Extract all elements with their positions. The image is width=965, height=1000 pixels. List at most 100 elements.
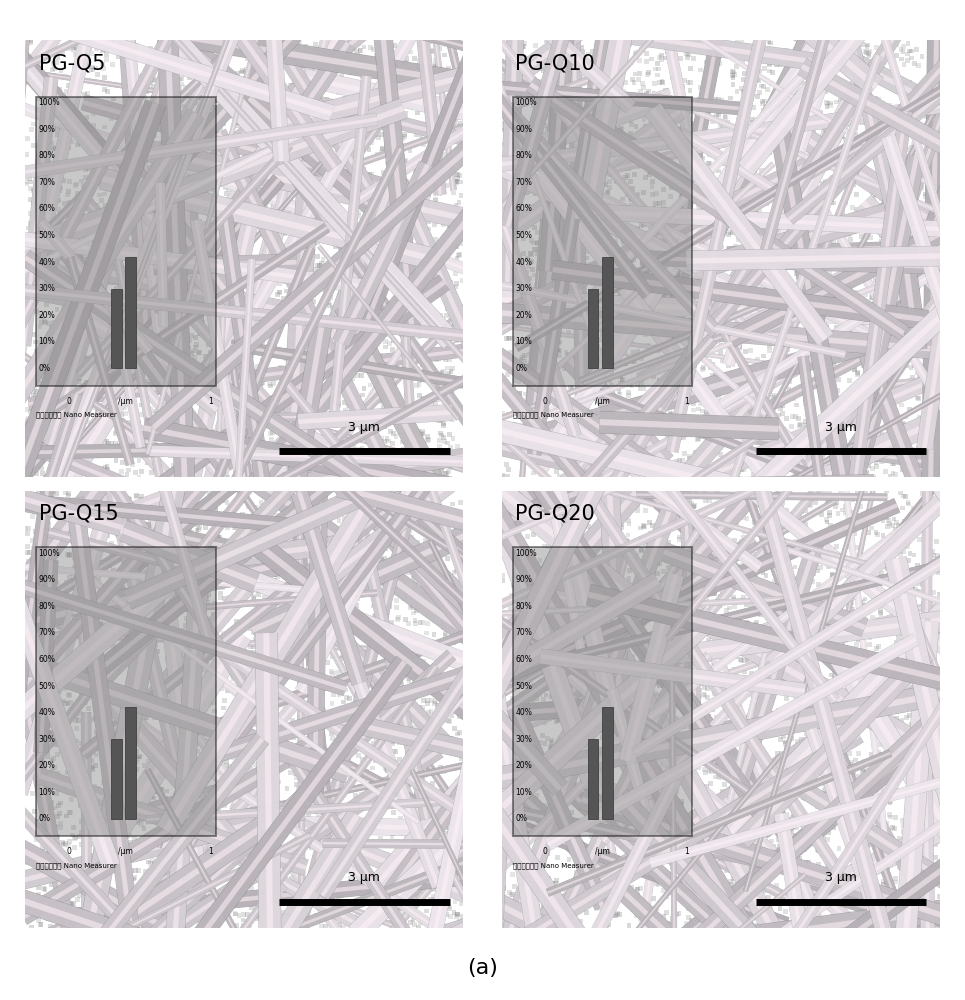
Point [296, 329, 312, 345]
Point [270, 362, 286, 378]
Point [152, 417, 167, 433]
Point [201, 496, 216, 512]
Point [302, 446, 317, 462]
Point [362, 564, 377, 580]
Point [248, 795, 263, 811]
Text: 0: 0 [543, 847, 548, 856]
Point [906, 669, 922, 685]
Point [898, 582, 914, 598]
Point [146, 494, 161, 510]
Point [152, 824, 167, 840]
Point [879, 663, 895, 679]
Point [878, 108, 894, 124]
Point [758, 222, 773, 238]
Point [827, 247, 842, 263]
Point [801, 444, 816, 460]
Point [614, 830, 629, 846]
Point [71, 851, 87, 867]
Point [290, 818, 306, 834]
Point [589, 267, 604, 283]
Bar [125, 707, 136, 819]
Point [820, 606, 836, 622]
Point [870, 293, 886, 309]
Point [566, 407, 582, 423]
Point [94, 909, 109, 925]
Point [510, 757, 526, 773]
Point [427, 281, 442, 297]
Point [726, 393, 741, 409]
Point [34, 850, 49, 866]
Point [218, 602, 234, 618]
Point [792, 575, 808, 591]
Point [165, 566, 180, 582]
Point [899, 710, 915, 726]
Point [554, 219, 569, 235]
Point [886, 301, 901, 317]
Point [393, 61, 408, 77]
Point [786, 194, 801, 210]
Point [504, 430, 519, 446]
Point [282, 275, 297, 291]
Point [764, 760, 780, 776]
Point [859, 716, 874, 732]
Point [282, 298, 297, 314]
Point [59, 752, 74, 768]
Point [21, 811, 37, 827]
Point [884, 65, 899, 81]
Point [844, 865, 860, 881]
Point [736, 542, 752, 558]
Point [37, 36, 52, 52]
Point [600, 917, 616, 933]
Point [442, 900, 457, 916]
Point [314, 183, 329, 199]
Point [585, 380, 600, 396]
Point [755, 294, 770, 310]
Point [101, 97, 117, 113]
Point [36, 155, 51, 171]
Point [793, 891, 809, 907]
Point [363, 808, 378, 824]
Point [731, 311, 747, 327]
Point [609, 862, 624, 878]
Point [877, 894, 893, 910]
Point [773, 745, 788, 761]
Point [382, 588, 398, 604]
Point [118, 269, 133, 285]
Point [754, 78, 769, 94]
Point [96, 591, 112, 607]
Point [866, 190, 881, 206]
Point [714, 732, 730, 748]
Point [625, 630, 641, 646]
Point [84, 637, 99, 653]
Point [809, 237, 824, 253]
Point [528, 739, 543, 755]
Point [131, 322, 147, 338]
Point [288, 299, 303, 315]
Point [823, 98, 839, 114]
Point [74, 608, 90, 624]
Point [837, 437, 852, 453]
Point [926, 828, 942, 844]
Point [28, 290, 43, 306]
Point [543, 45, 559, 61]
Point [917, 561, 932, 577]
Point [317, 752, 332, 768]
Point [244, 46, 260, 62]
Point [553, 801, 568, 817]
Point [752, 793, 767, 809]
Point [208, 501, 224, 517]
Point [345, 564, 361, 580]
Point [859, 44, 874, 60]
Point [199, 564, 214, 580]
Point [747, 514, 762, 530]
Point [732, 496, 748, 512]
Point [897, 126, 913, 142]
Point [586, 275, 601, 291]
Point [499, 765, 514, 781]
Point [797, 842, 813, 858]
Point [284, 619, 299, 635]
Point [872, 569, 888, 585]
Point [550, 443, 565, 459]
Point [249, 652, 264, 668]
Point [829, 886, 844, 902]
